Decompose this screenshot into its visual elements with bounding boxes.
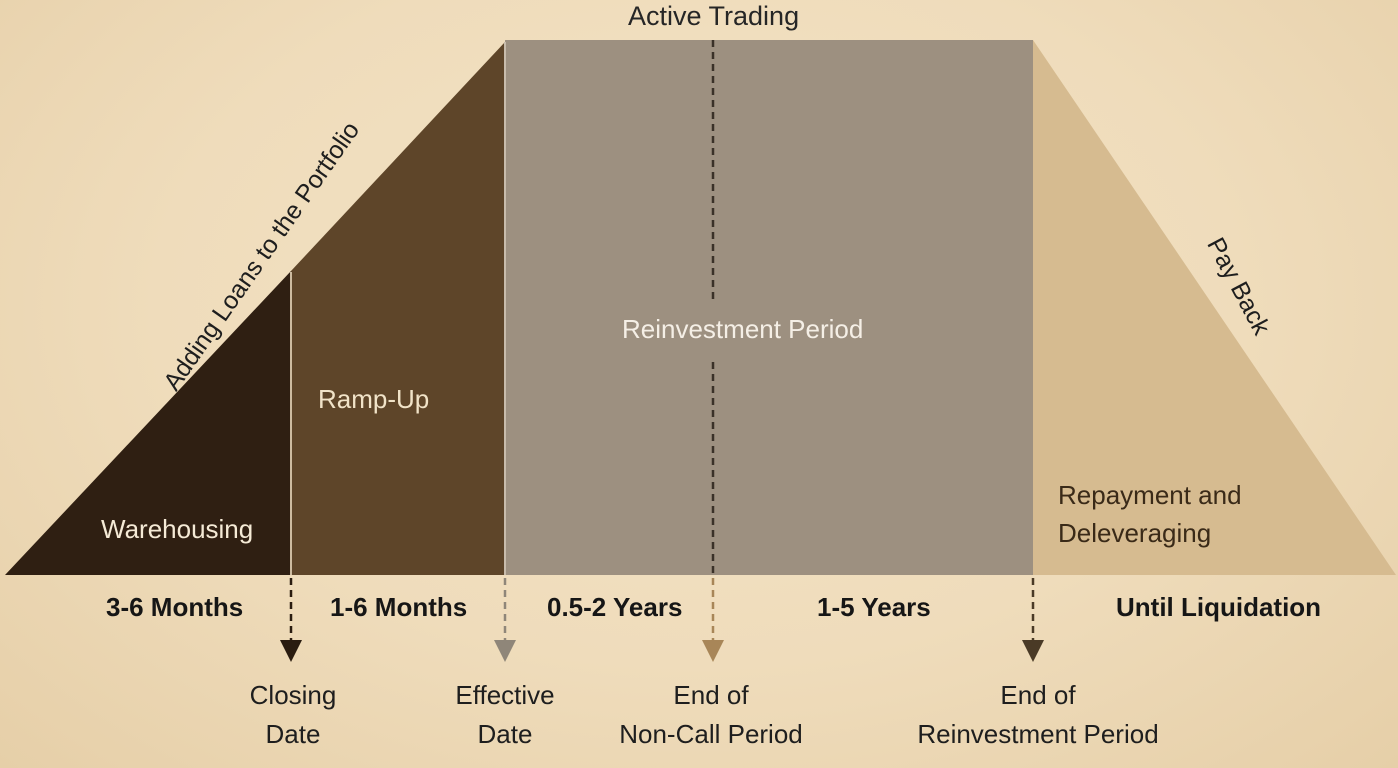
payback-area	[1033, 40, 1396, 575]
non-call-arrow	[702, 578, 724, 662]
repayment-label: Repayment and Deleveraging	[1058, 480, 1242, 548]
reinvestment-area	[505, 40, 1033, 575]
milestone-line: Date	[477, 719, 533, 749]
closing-date-arrow	[280, 578, 302, 662]
milestone-line: Effective	[455, 680, 555, 710]
ramp-up-area	[291, 42, 505, 575]
duration-warehousing: 3-6 Months	[106, 592, 244, 622]
duration-payback: Until Liquidation	[1116, 592, 1322, 622]
milestone-line: End of	[1000, 680, 1076, 710]
milestone-closing-date: Closing Date	[203, 676, 383, 754]
milestone-effective-date: Effective Date	[415, 676, 595, 754]
milestone-line: End of	[673, 680, 749, 710]
effective-date-arrow	[494, 578, 516, 662]
reinvestment-end-arrow	[1022, 578, 1044, 662]
milestone-end-non-call: End of Non-Call Period	[601, 676, 821, 754]
active-trading-label: Active Trading	[628, 1, 800, 31]
duration-ramp-up: 1-6 Months	[330, 592, 468, 622]
milestone-line: Reinvestment Period	[917, 719, 1159, 749]
milestone-end-reinvestment: End of Reinvestment Period	[903, 676, 1173, 754]
duration-non-call: 0.5-2 Years	[547, 592, 683, 622]
milestone-line: Non-Call Period	[619, 719, 803, 749]
ramp-up-label: Ramp-Up	[318, 384, 430, 414]
milestone-line: Date	[265, 719, 321, 749]
warehousing-label: Warehousing	[101, 514, 254, 544]
milestone-line: Closing	[249, 680, 337, 710]
reinvestment-period-label: Reinvestment Period	[622, 314, 864, 344]
warehousing-area	[5, 271, 291, 575]
duration-reinvestment: 1-5 Years	[817, 592, 931, 622]
